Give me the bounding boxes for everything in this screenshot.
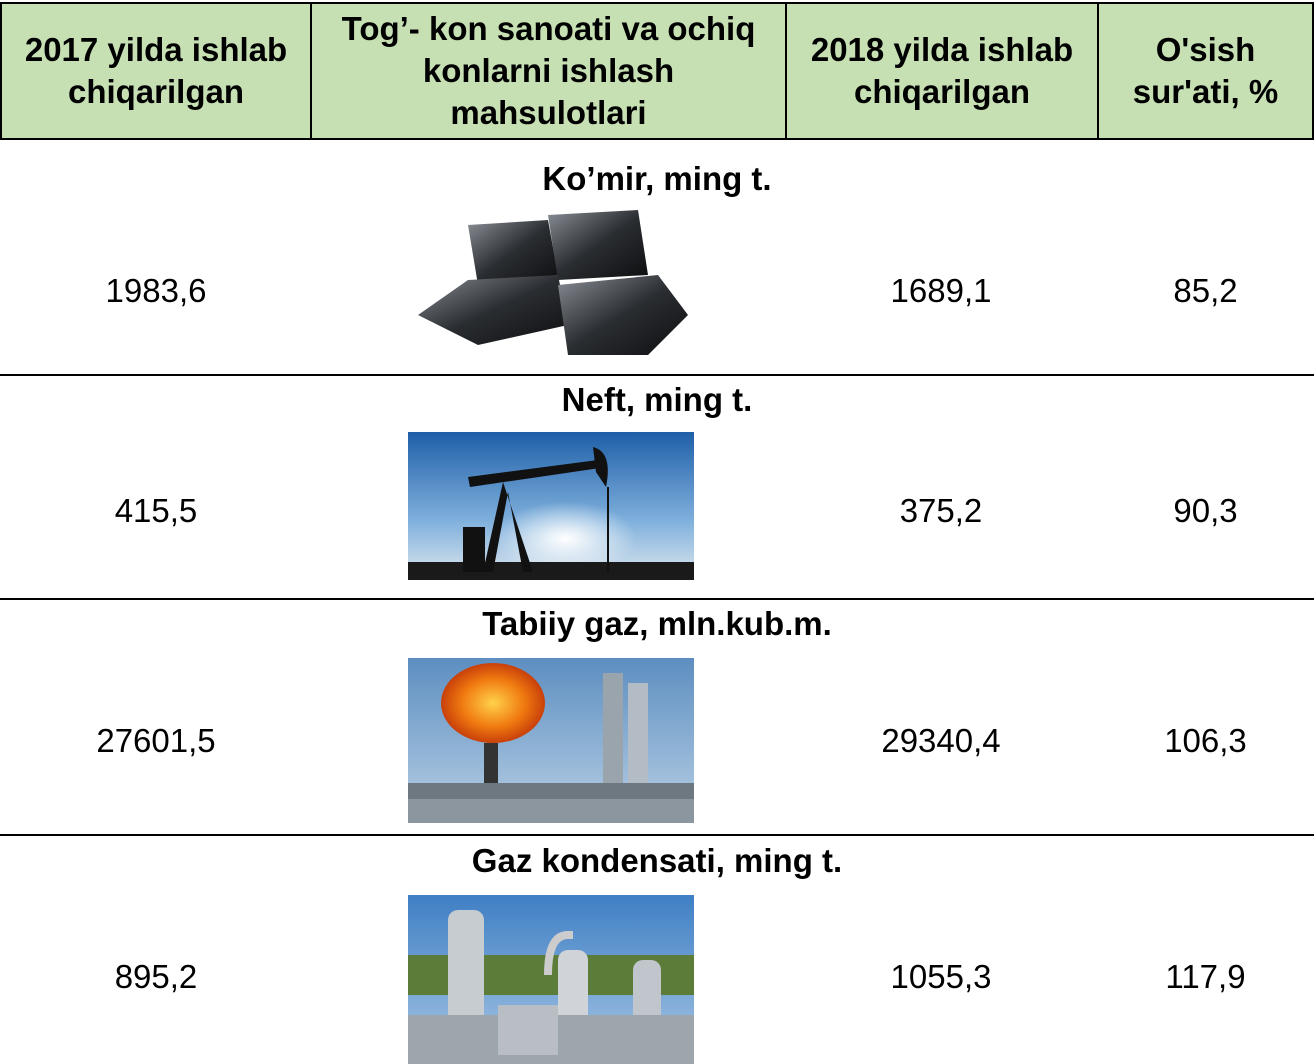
header-cell: O'sish sur'ati, % [1097,2,1314,140]
value-2018: 29340,4 [881,722,1001,759]
gas-image [408,658,694,823]
header-cell: Tog’- kon sanoati va ochiq konlarni ishl… [310,2,787,140]
separator [0,834,1314,836]
growth: 106,3 [1164,722,1247,759]
row-title: Neft, ming t. [561,381,753,418]
separator [0,374,1314,376]
growth: 85,2 [1173,272,1238,309]
separator [0,598,1314,600]
value-2017: 895,2 [114,958,198,995]
value-2018: 375,2 [899,492,983,529]
value-2017: 1983,6 [105,272,207,309]
row-title: Tabiiy gaz, mln.kub.m. [482,605,832,642]
row-title: Gaz kondensati, ming t. [471,842,843,879]
value-2017: 27601,5 [96,722,216,759]
oil-image [408,432,694,580]
value-2018: 1055,3 [890,958,992,995]
growth: 90,3 [1173,492,1238,529]
row-title: Ko’mir, ming t. [542,160,772,197]
value-2018: 1689,1 [890,272,992,309]
condensate-image [408,895,694,1064]
header-cell: 2018 yilda ishlab chiqarilgan [785,2,1099,140]
growth: 117,9 [1165,958,1246,995]
coal-image [418,210,688,355]
header-cell: 2017 yilda ishlab chiqarilgan [0,2,312,140]
value-2017: 415,5 [114,492,198,529]
